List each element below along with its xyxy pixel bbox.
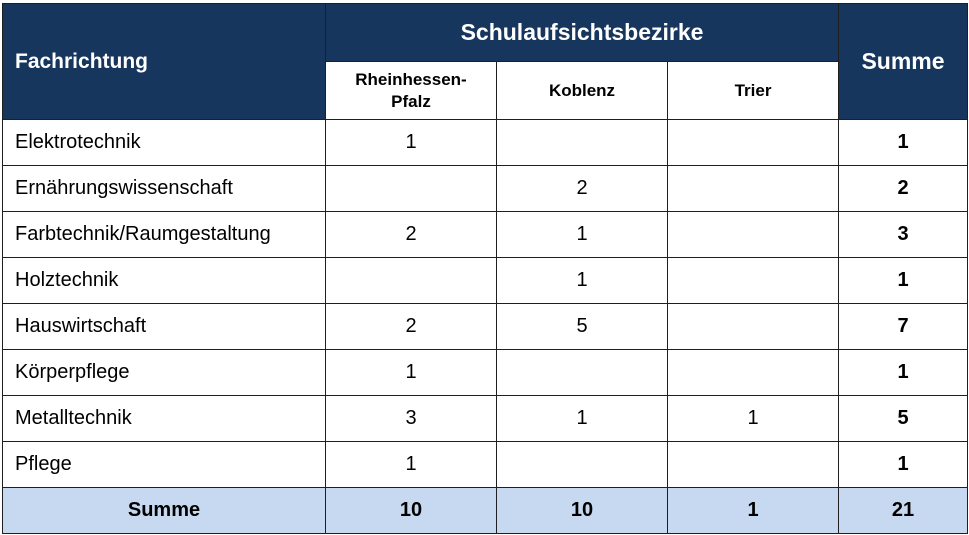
total-koblenz: 10: [496, 487, 668, 534]
cell-summe: 2: [838, 165, 969, 212]
cell-koblenz: 2: [496, 165, 668, 212]
row-name: Pflege: [2, 441, 326, 488]
cell-trier: [666, 303, 840, 350]
cell-trier: 1: [666, 395, 840, 442]
cell-trier: [666, 441, 840, 488]
header-schulaufsichtsbezirke: Schulaufsichtsbezirke: [324, 3, 840, 62]
cell-koblenz: [496, 349, 668, 396]
cell-rheinhessen-pfalz: [325, 257, 497, 304]
cell-rheinhessen-pfalz: 1: [325, 349, 497, 396]
cell-rheinhessen-pfalz: 2: [325, 303, 497, 350]
cell-rheinhessen-pfalz: [325, 165, 497, 212]
cell-trier: [666, 257, 840, 304]
table-row: Elektrotechnik 1 1: [2, 119, 969, 166]
row-name: Elektrotechnik: [2, 119, 326, 166]
row-name: Metalltechnik: [2, 395, 326, 442]
cell-koblenz: 1: [496, 395, 668, 442]
cell-trier: [666, 349, 840, 396]
cell-summe: 7: [838, 303, 969, 350]
header-district-trier: Trier: [666, 61, 840, 120]
cell-rheinhessen-pfalz: 1: [325, 441, 497, 488]
header-fachrichtung: Fachrichtung: [2, 3, 326, 120]
cell-summe: 1: [838, 349, 969, 396]
cell-trier: [666, 211, 840, 258]
cell-rheinhessen-pfalz: 2: [325, 211, 497, 258]
table-row: Körperpflege 1 1: [2, 349, 969, 396]
cell-koblenz: [496, 441, 668, 488]
cell-rheinhessen-pfalz: 3: [325, 395, 497, 442]
cell-summe: 5: [838, 395, 969, 442]
cell-rheinhessen-pfalz: 1: [325, 119, 497, 166]
total-rheinhessen-pfalz: 10: [325, 487, 497, 534]
total-label: Summe: [2, 487, 326, 534]
table-row: Farbtechnik/Raumgestaltung 2 1 3: [2, 211, 969, 258]
header-summe: Summe: [838, 3, 969, 120]
cell-trier: [666, 165, 840, 212]
row-name: Farbtechnik/Raumgestaltung: [2, 211, 326, 258]
row-name: Hauswirtschaft: [2, 303, 326, 350]
row-name: Holztechnik: [2, 257, 326, 304]
cell-summe: 1: [838, 119, 969, 166]
cell-summe: 1: [838, 257, 969, 304]
row-name: Ernährungswissenschaft: [2, 165, 326, 212]
cell-koblenz: 1: [496, 211, 668, 258]
fachrichtung-table: Fachrichtung Schulaufsichtsbezirke Summe…: [2, 3, 969, 534]
table-row: Metalltechnik 3 1 1 5: [2, 395, 969, 442]
cell-koblenz: [496, 119, 668, 166]
cell-summe: 1: [838, 441, 969, 488]
table-row: Hauswirtschaft 2 5 7: [2, 303, 969, 350]
header-district-koblenz: Koblenz: [496, 61, 668, 120]
cell-trier: [666, 119, 840, 166]
table-row: Holztechnik 1 1: [2, 257, 969, 304]
header-district-rheinhessen-pfalz: Rheinhessen- Pfalz: [325, 61, 497, 120]
total-summe: 21: [838, 487, 969, 534]
table-row: Ernährungswissenschaft 2 2: [2, 165, 969, 212]
total-row: Summe 10 10 1 21: [2, 487, 969, 534]
total-trier: 1: [666, 487, 840, 534]
cell-koblenz: 5: [496, 303, 668, 350]
cell-summe: 3: [838, 211, 969, 258]
table-row: Pflege 1 1: [2, 441, 969, 488]
row-name: Körperpflege: [2, 349, 326, 396]
cell-koblenz: 1: [496, 257, 668, 304]
